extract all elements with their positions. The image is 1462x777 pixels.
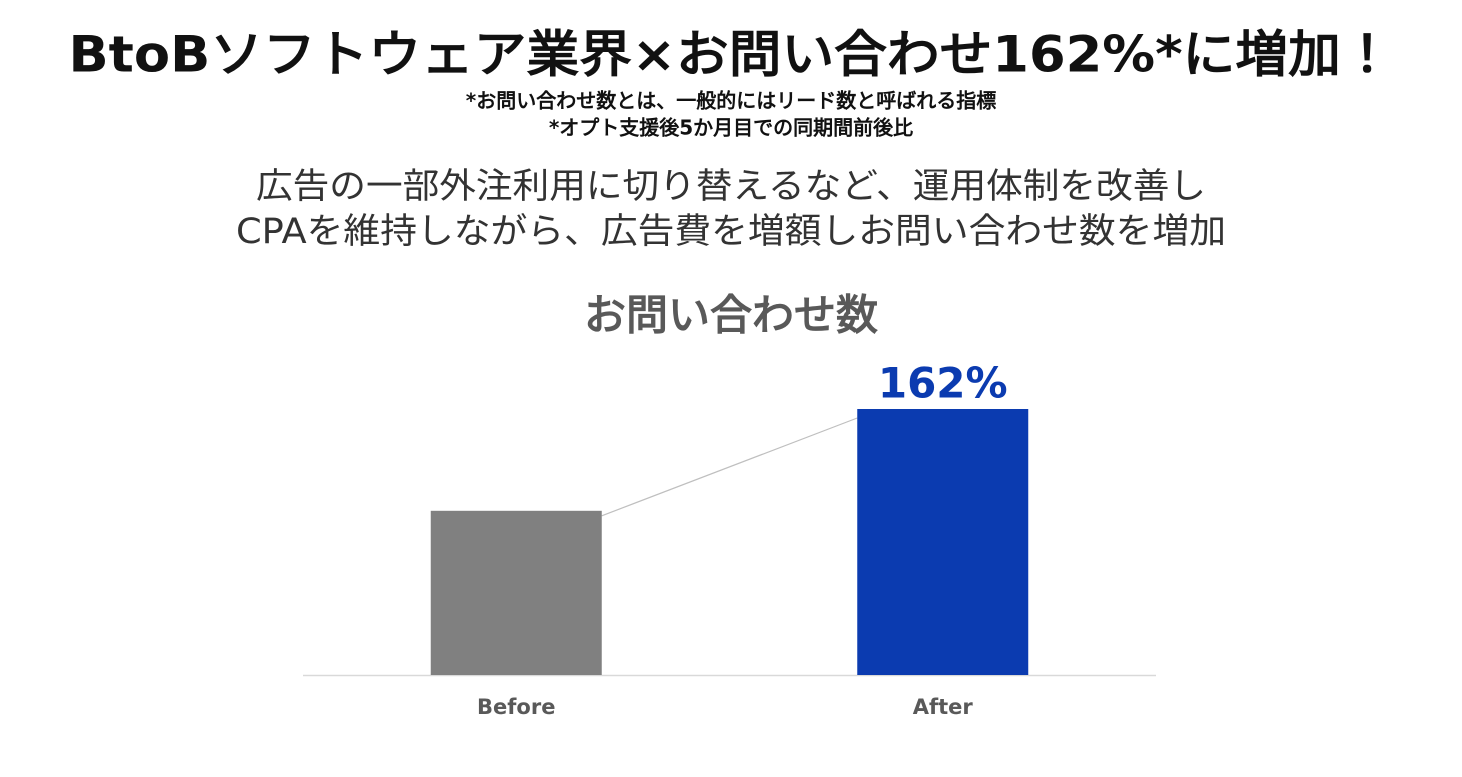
x-tick-label: After [913, 695, 974, 719]
description: CPAを維持しながら、広告費を増額しお問い合わせ数を増加 [236, 212, 1226, 252]
value-label: 162% [878, 359, 1008, 408]
chart-title: お問い合わせ数 [584, 291, 878, 340]
bar [430, 510, 602, 675]
description: 広告の一部外注利用に切り替えるなど、運用体制を改善し [256, 167, 1206, 207]
x-tick-label: Before [477, 695, 555, 719]
headline: BtoBソフトウェア業界×お問い合わせ162%*に増加！ [69, 26, 1394, 84]
note: *お問い合わせ数とは、一般的にはリード数と呼ばれる指標 [466, 89, 996, 113]
note: *オプト支援後5か月目での同期間前後比 [549, 116, 913, 140]
bar [857, 409, 1029, 675]
connector [601, 417, 858, 517]
